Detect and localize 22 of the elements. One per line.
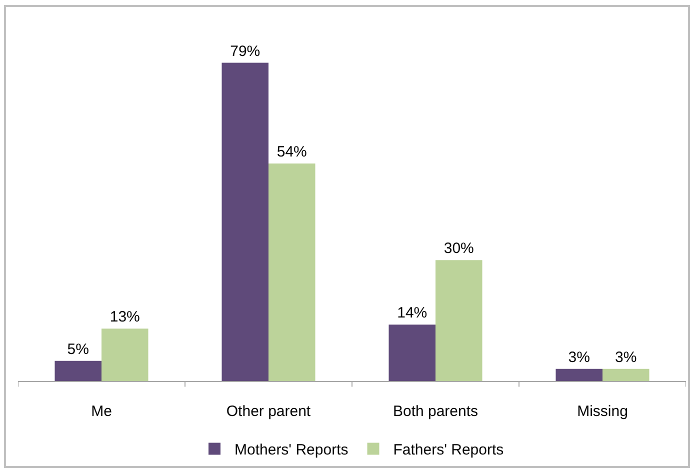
bar — [556, 368, 602, 381]
legend-label: Fathers' Reports — [393, 442, 504, 459]
x-tick-label: Other parent — [226, 403, 312, 420]
data-label: 3% — [615, 348, 637, 366]
x-tick-label: Missing — [577, 403, 628, 420]
bar — [54, 360, 102, 381]
x-tick-label: Me — [91, 403, 112, 420]
data-label: 79% — [230, 42, 260, 60]
data-label: 30% — [444, 240, 474, 258]
x-tick-label: Both parents — [392, 403, 478, 420]
bar — [268, 163, 316, 381]
data-label: 3% — [568, 348, 590, 366]
bar — [102, 328, 148, 381]
legend-label: Mothers' Reports — [234, 442, 348, 459]
bar — [388, 324, 436, 381]
bar — [602, 368, 650, 381]
bar — [222, 62, 268, 381]
data-label: 5% — [67, 340, 89, 358]
bar — [436, 260, 482, 381]
data-label: 13% — [110, 308, 140, 326]
data-label: 14% — [397, 304, 428, 322]
data-label: 54% — [276, 143, 307, 160]
